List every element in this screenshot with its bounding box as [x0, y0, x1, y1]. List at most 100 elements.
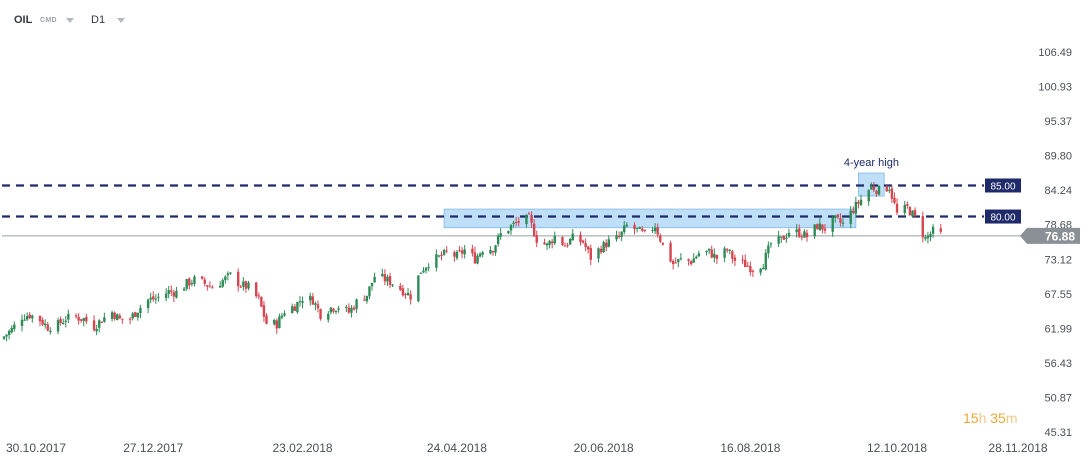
candle-body: [167, 290, 170, 294]
candle-body: [623, 225, 626, 232]
candle-body: [656, 227, 659, 235]
y-tick-label: 50.87: [1044, 392, 1072, 404]
y-tick-label: 67.55: [1044, 289, 1072, 301]
candle-body: [481, 252, 484, 255]
candle-body: [841, 222, 845, 224]
candle-body: [805, 232, 809, 238]
candle-body: [579, 234, 582, 242]
candle-body: [800, 236, 804, 238]
level-badge-80-00: [985, 209, 1021, 224]
candle-body: [859, 199, 863, 205]
candle-body: [188, 278, 191, 286]
candle-body: [769, 243, 773, 245]
timeframe-selector[interactable]: D1: [91, 14, 106, 26]
candle-body: [146, 299, 150, 309]
symbol-dropdown-caret-icon[interactable]: [66, 18, 74, 23]
candle-body: [499, 233, 502, 237]
candle-body: [10, 328, 13, 333]
candle-body: [689, 261, 693, 265]
candle-body: [154, 298, 158, 300]
candle-body: [705, 250, 708, 253]
candle-body: [641, 228, 644, 231]
candle-body: [278, 316, 281, 329]
candle-body: [834, 215, 837, 218]
candle-body: [625, 224, 629, 227]
candle-body: [206, 285, 209, 287]
candle-body: [888, 189, 891, 191]
candle-body: [453, 252, 456, 257]
candle-body: [635, 227, 639, 229]
candle-body: [671, 260, 675, 264]
candle-body: [77, 316, 80, 321]
candle-body: [440, 254, 443, 257]
candle-body: [489, 249, 492, 254]
candle-body: [236, 271, 240, 287]
symbol-selector[interactable]: OIL: [14, 14, 33, 26]
candle-body: [617, 236, 621, 238]
candle-body: [7, 330, 11, 335]
level-badge-label: 80.00: [990, 213, 1015, 224]
candle-body: [265, 315, 268, 324]
candle-body: [926, 235, 930, 239]
y-tick-label: 73.12: [1044, 254, 1072, 266]
candle-body: [136, 312, 140, 318]
candle-body: [476, 255, 479, 264]
candle-body: [584, 242, 587, 248]
candle-body: [311, 296, 315, 305]
candle-body: [764, 252, 767, 270]
candle-body: [301, 301, 304, 303]
candle-body: [221, 280, 224, 287]
x-tick-label: 27.12.2017: [123, 441, 183, 455]
resistance-zone: [443, 208, 857, 229]
candle-body: [471, 248, 474, 254]
candle-body: [185, 279, 188, 289]
x-tick-label: 12.10.2018: [867, 441, 927, 455]
candle-body: [391, 284, 394, 286]
candle-body: [548, 240, 551, 245]
candle-body: [605, 242, 608, 248]
candle-body: [597, 248, 600, 259]
candle-body: [64, 320, 67, 322]
candle-body: [85, 317, 88, 322]
candle-body: [749, 265, 752, 273]
x-tick-label: 30.10.2017: [6, 441, 66, 455]
timeframe-dropdown-caret-icon[interactable]: [117, 18, 125, 23]
candle-body: [239, 286, 242, 288]
candle-body: [373, 276, 376, 283]
candle-body: [406, 292, 410, 296]
x-tick-label: 16.08.2018: [720, 441, 780, 455]
candle-body: [929, 234, 932, 237]
candle-body: [723, 248, 726, 258]
candle-body: [190, 283, 194, 285]
candle-body: [697, 253, 701, 257]
candle-body: [401, 288, 405, 296]
candle-body: [164, 293, 168, 299]
candle-body: [25, 316, 29, 320]
candle-body: [849, 210, 852, 224]
candle-body: [911, 210, 914, 217]
candle-body: [134, 312, 137, 317]
candle-body: [43, 323, 47, 326]
candle-body: [175, 290, 178, 298]
candle-body: [525, 214, 528, 225]
x-axis: 30.10.2017 27.12.2017 23.02.2018 24.04.2018…: [6, 441, 1048, 455]
candle-body: [798, 228, 801, 237]
candle-body: [170, 290, 173, 292]
symbol-type-label: CMD: [40, 17, 57, 24]
y-tick-label: 100.93: [1038, 82, 1072, 94]
candle-body: [309, 295, 312, 301]
candle-body: [831, 217, 834, 232]
candle-body: [218, 285, 222, 288]
candle-body: [280, 315, 284, 318]
candle-body: [229, 272, 232, 274]
candle-body: [653, 227, 657, 232]
candle-body: [707, 248, 711, 251]
candle-body: [530, 214, 533, 223]
candle-body: [95, 328, 98, 332]
candle-body: [38, 315, 42, 322]
candle-body: [870, 185, 873, 190]
candle-body: [512, 222, 515, 224]
candle-body: [422, 270, 425, 273]
countdown-hours-unit: h: [978, 410, 987, 426]
